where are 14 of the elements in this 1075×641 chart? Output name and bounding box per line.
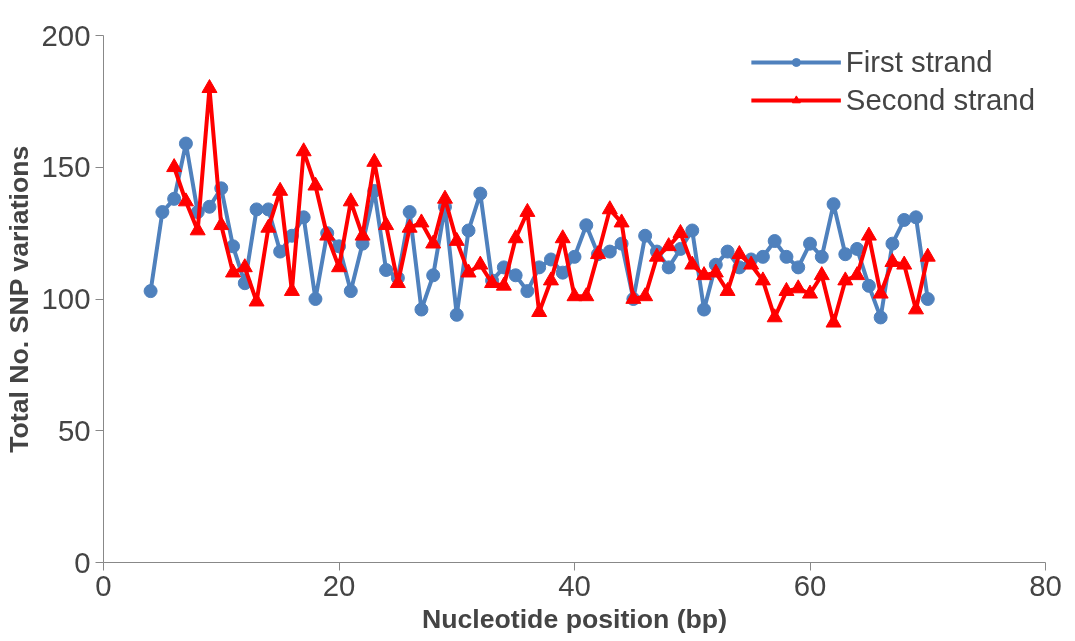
legend-label: First strand: [845, 45, 993, 79]
legend-label: Second strand: [845, 83, 1035, 117]
y-axis-title: Total No. SNP variations: [3, 145, 34, 453]
x-axis-title: Nucleotide position (bp): [421, 603, 728, 634]
y-tick-label: 200: [41, 18, 91, 52]
y-tick-label: 50: [57, 413, 91, 447]
y-tick-label: 150: [41, 150, 91, 184]
x-tick-label: 0: [95, 568, 112, 602]
y-tick-label: 0: [74, 545, 91, 579]
x-tick-label: 20: [322, 568, 356, 602]
x-tick-label: 40: [558, 568, 591, 602]
y-tick-label: 100: [41, 282, 91, 315]
x-tick-label: 80: [1029, 568, 1062, 602]
x-tick-label: 60: [793, 568, 827, 602]
